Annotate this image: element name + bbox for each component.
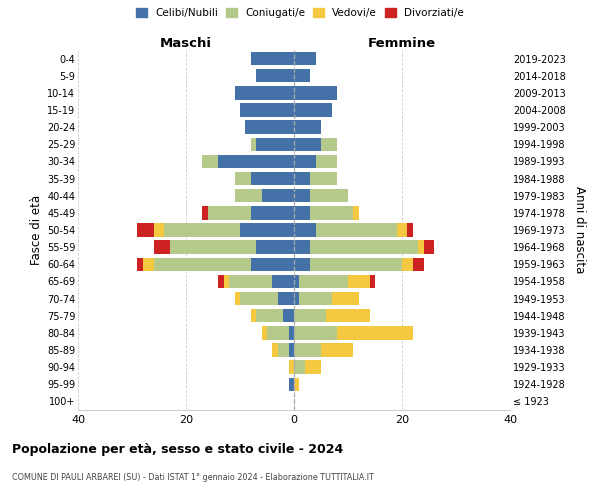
Bar [251, 258, 294, 271]
Bar [294, 86, 337, 100]
Bar [316, 224, 397, 236]
Bar [294, 138, 321, 151]
Text: Maschi: Maschi [160, 37, 212, 50]
Bar [310, 240, 418, 254]
Bar [251, 172, 294, 186]
Bar [267, 326, 289, 340]
Bar [294, 154, 316, 168]
Bar [245, 120, 294, 134]
Bar [137, 258, 143, 271]
Bar [208, 206, 251, 220]
Bar [310, 189, 348, 202]
Bar [154, 240, 170, 254]
Bar [251, 52, 294, 66]
Bar [370, 274, 375, 288]
Bar [218, 154, 294, 168]
Bar [294, 189, 310, 202]
Bar [278, 292, 294, 306]
Bar [294, 344, 321, 356]
Bar [289, 344, 294, 356]
Bar [164, 224, 240, 236]
Bar [294, 360, 305, 374]
Bar [218, 274, 224, 288]
Bar [251, 309, 256, 322]
Bar [310, 206, 353, 220]
Bar [262, 189, 294, 202]
Bar [294, 258, 310, 271]
Bar [310, 258, 402, 271]
Bar [294, 69, 310, 82]
Bar [418, 240, 424, 254]
Bar [256, 69, 294, 82]
Text: Popolazione per età, sesso e stato civile - 2024: Popolazione per età, sesso e stato civil… [12, 442, 343, 456]
Bar [348, 274, 370, 288]
Bar [272, 344, 278, 356]
Bar [251, 206, 294, 220]
Bar [289, 360, 294, 374]
Bar [294, 292, 299, 306]
Bar [229, 274, 272, 288]
Bar [353, 206, 359, 220]
Bar [278, 344, 289, 356]
Bar [337, 326, 413, 340]
Bar [294, 274, 299, 288]
Bar [224, 274, 229, 288]
Bar [137, 224, 154, 236]
Bar [294, 206, 310, 220]
Bar [310, 172, 337, 186]
Bar [202, 206, 208, 220]
Bar [294, 240, 310, 254]
Bar [272, 274, 294, 288]
Bar [299, 274, 348, 288]
Bar [240, 292, 278, 306]
Bar [143, 258, 154, 271]
Text: COMUNE DI PAULI ARBAREI (SU) - Dati ISTAT 1° gennaio 2024 - Elaborazione TUTTITA: COMUNE DI PAULI ARBAREI (SU) - Dati ISTA… [12, 472, 374, 482]
Bar [316, 154, 337, 168]
Bar [294, 326, 337, 340]
Bar [289, 378, 294, 391]
Bar [402, 258, 413, 271]
Bar [240, 224, 294, 236]
Bar [332, 292, 359, 306]
Y-axis label: Fasce di età: Fasce di età [29, 195, 43, 265]
Bar [202, 154, 218, 168]
Bar [424, 240, 434, 254]
Legend: Celibi/Nubili, Coniugati/e, Vedovi/e, Divorziati/e: Celibi/Nubili, Coniugati/e, Vedovi/e, Di… [133, 5, 467, 21]
Bar [235, 172, 251, 186]
Bar [235, 86, 294, 100]
Bar [413, 258, 424, 271]
Bar [235, 189, 262, 202]
Bar [326, 309, 370, 322]
Bar [294, 172, 310, 186]
Bar [256, 309, 283, 322]
Bar [251, 138, 256, 151]
Bar [283, 309, 294, 322]
Bar [299, 292, 332, 306]
Bar [170, 240, 256, 254]
Bar [294, 52, 316, 66]
Bar [397, 224, 407, 236]
Bar [294, 120, 321, 134]
Bar [256, 138, 294, 151]
Bar [256, 240, 294, 254]
Bar [294, 104, 332, 117]
Bar [154, 258, 251, 271]
Bar [262, 326, 267, 340]
Bar [321, 138, 337, 151]
Bar [235, 292, 240, 306]
Bar [154, 224, 164, 236]
Y-axis label: Anni di nascita: Anni di nascita [572, 186, 586, 274]
Bar [294, 378, 299, 391]
Bar [240, 104, 294, 117]
Bar [294, 309, 326, 322]
Bar [321, 344, 353, 356]
Bar [289, 326, 294, 340]
Bar [305, 360, 321, 374]
Text: Femmine: Femmine [368, 37, 436, 50]
Bar [407, 224, 413, 236]
Bar [294, 224, 316, 236]
